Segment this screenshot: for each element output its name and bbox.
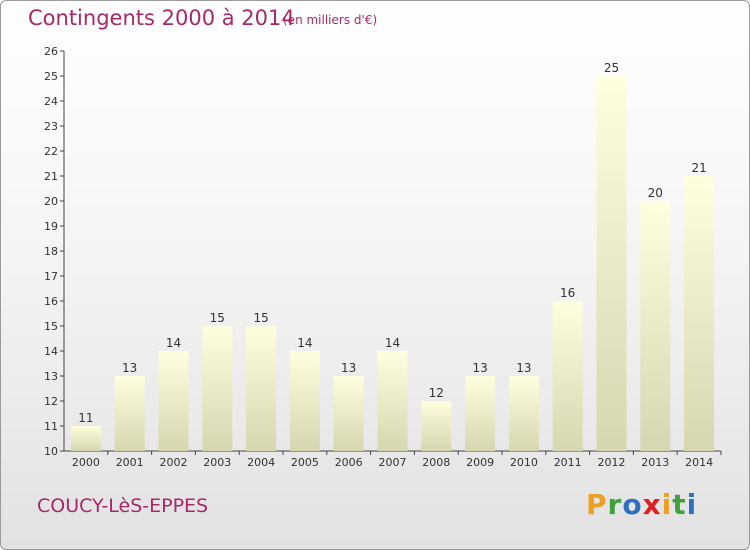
x-tick-label: 2006 — [335, 456, 363, 469]
bar-value-label: 21 — [691, 161, 706, 175]
y-tick-label: 21 — [44, 170, 58, 183]
bar-value-label: 13 — [516, 361, 531, 375]
logo-letter: P — [586, 488, 608, 521]
bar — [289, 351, 320, 451]
x-tick-label: 2000 — [72, 456, 100, 469]
bar — [70, 426, 101, 451]
y-tick-label: 22 — [44, 145, 58, 158]
commune-name: COUCY-LèS-EPPES — [37, 495, 209, 517]
y-tick-label: 23 — [44, 120, 58, 133]
x-tick-label: 2013 — [641, 456, 669, 469]
y-tick-label: 12 — [44, 395, 58, 408]
logo-letter: i — [686, 488, 698, 521]
bar-value-label: 13 — [472, 361, 487, 375]
y-tick-label: 10 — [44, 445, 58, 458]
chart-title: Contingents 2000 à 2014 — [28, 6, 295, 30]
logo-letter: i — [661, 488, 673, 521]
x-tick-label: 2007 — [379, 456, 407, 469]
bar-value-label: 14 — [297, 336, 312, 350]
bar-value-label: 13 — [122, 361, 137, 375]
x-tick-label: 2009 — [466, 456, 494, 469]
bars — [70, 76, 715, 451]
y-tick-label: 25 — [44, 70, 58, 83]
bar-value-label: 12 — [429, 386, 444, 400]
data-labels: 11 13 14 15 15 14 13 14 12 13 13 16 25 20 21 — [78, 61, 706, 425]
chart-subtitle: (en milliers d'€) — [283, 13, 378, 27]
y-tick-label: 13 — [44, 370, 58, 383]
bar — [596, 76, 627, 451]
x-tick-label: 2004 — [247, 456, 275, 469]
y-tick-label: 14 — [44, 345, 58, 358]
bar-value-label: 14 — [166, 336, 181, 350]
bar-value-label: 16 — [560, 286, 575, 300]
axes: 10 11 12 13 14 15 16 17 18 19 20 21 22 23 24 25 26 2000 20… — [44, 45, 722, 469]
bar — [640, 201, 671, 451]
x-tick-label: 2011 — [554, 456, 582, 469]
bar-value-label: 20 — [648, 186, 663, 200]
x-tick-label: 2014 — [685, 456, 713, 469]
logo-letter: r — [607, 488, 623, 521]
x-tick-label: 2008 — [422, 456, 450, 469]
x-tick-label: 2005 — [291, 456, 319, 469]
x-tick-label: 2010 — [510, 456, 538, 469]
bar-value-label: 25 — [604, 61, 619, 75]
y-tick-label: 19 — [44, 220, 58, 233]
bar — [465, 376, 496, 451]
bar — [333, 376, 364, 451]
x-tick-label: 2003 — [203, 456, 231, 469]
y-tick-label: 17 — [44, 270, 58, 283]
x-tick-label: 2002 — [160, 456, 188, 469]
bar — [684, 176, 715, 451]
proxiti-logo: Proxiti — [586, 488, 697, 521]
bar — [114, 376, 145, 451]
x-tick-label: 2012 — [598, 456, 626, 469]
logo-letter: t — [672, 488, 687, 521]
bar — [508, 376, 539, 451]
y-tick-label: 24 — [44, 95, 58, 108]
bar — [158, 351, 189, 451]
bar — [421, 401, 452, 451]
bar — [202, 326, 233, 451]
y-tick-label: 26 — [44, 45, 58, 58]
logo-letter: x — [642, 488, 662, 521]
bar-value-label: 14 — [385, 336, 400, 350]
y-tick-label: 20 — [44, 195, 58, 208]
y-tick-label: 18 — [44, 245, 58, 258]
bar — [246, 326, 277, 451]
y-tick-label: 15 — [44, 320, 58, 333]
bar — [377, 351, 408, 451]
bar — [552, 301, 583, 451]
bar-value-label: 11 — [78, 411, 93, 425]
bar-value-label: 15 — [210, 311, 225, 325]
y-tick-label: 11 — [44, 420, 58, 433]
y-tick-label: 16 — [44, 295, 58, 308]
x-tick-label: 2001 — [116, 456, 144, 469]
bar-value-label: 15 — [253, 311, 268, 325]
logo-letter: o — [622, 488, 643, 521]
bar-value-label: 13 — [341, 361, 356, 375]
